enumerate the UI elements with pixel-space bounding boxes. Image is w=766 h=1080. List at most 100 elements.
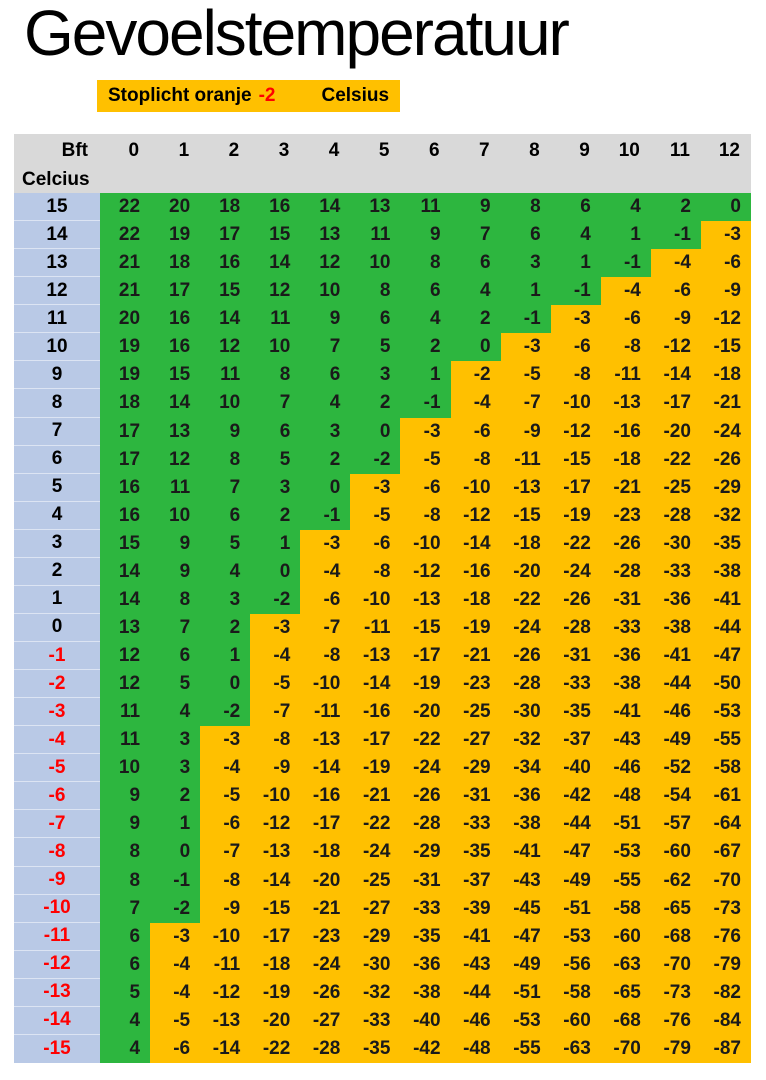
windchill-value-cell: -34 <box>500 754 551 783</box>
table-header: Bft 0 1 2 3 4 5 6 7 8 9 10 11 12 Celcius <box>14 134 751 193</box>
corner-bft-label: Bft <box>61 139 88 161</box>
windchill-value-cell: -63 <box>550 1034 601 1063</box>
windchill-value-cell: 11 <box>400 193 451 222</box>
windchill-value-cell: -13 <box>400 585 451 614</box>
table-row: 9 19 15 11 8 6 3 1 -2 -5 -8 -11 -14 -18 <box>14 361 751 390</box>
windchill-value-cell: 17 <box>150 277 201 306</box>
windchill-value-cell: -17 <box>300 810 351 839</box>
table-row: 4 16 10 6 2 -1 -5 -8 -12 -15 -19 -23 -28 -32 <box>14 501 751 530</box>
windchill-value-cell: -17 <box>650 389 701 418</box>
windchill-value-cell: -8 <box>350 557 401 586</box>
windchill-value-cell: -11 <box>500 445 551 474</box>
windchill-value-cell: 18 <box>100 389 151 418</box>
bft-column-header: 7 <box>479 139 490 161</box>
windchill-value-cell: -23 <box>600 501 651 530</box>
windchill-value-cell: -18 <box>500 529 551 558</box>
windchill-value-cell: -26 <box>600 529 651 558</box>
windchill-value-cell: 7 <box>150 613 201 642</box>
windchill-value-cell: -24 <box>700 417 751 446</box>
windchill-value-cell: -28 <box>500 670 551 699</box>
windchill-value-cell: -47 <box>700 642 751 671</box>
windchill-value-cell: -51 <box>550 894 601 923</box>
windchill-value-cell: 3 <box>500 249 551 278</box>
windchill-value-cell: -37 <box>550 726 601 755</box>
windchill-value-cell: 7 <box>200 473 251 502</box>
windchill-value-cell: 13 <box>100 613 151 642</box>
bft-column-header: 2 <box>228 139 240 161</box>
table-row: -11 6 -3 -10 -17 -23 -29 -35 -41 -47 -53 -60 -68 -76 <box>14 922 751 951</box>
windchill-value-cell: 4 <box>100 1034 151 1063</box>
windchill-value-cell: -27 <box>450 726 501 755</box>
bft-column-header: 9 <box>579 139 590 161</box>
table-row: 13 21 18 16 14 12 10 8 6 3 1 -1 -4 -6 <box>14 249 751 278</box>
windchill-value-cell: -27 <box>350 894 401 923</box>
windchill-value-cell: -25 <box>650 473 701 502</box>
windchill-value-cell: 2 <box>150 782 201 811</box>
windchill-value-cell: -87 <box>700 1034 751 1063</box>
windchill-value-cell: 14 <box>250 249 301 278</box>
windchill-value-cell: -5 <box>200 782 251 811</box>
windchill-value-cell: -44 <box>700 613 751 642</box>
windchill-value-cell: 16 <box>250 193 301 222</box>
celsius-row-label: 14 <box>14 221 100 250</box>
celsius-row-label: -2 <box>14 670 100 699</box>
windchill-value-cell: 1 <box>250 529 301 558</box>
celsius-row-label: 10 <box>14 333 100 362</box>
windchill-value-cell: -5 <box>500 361 551 390</box>
windchill-value-cell: -79 <box>700 950 751 979</box>
celsius-row-label: -12 <box>14 950 100 979</box>
windchill-value-cell: -33 <box>550 670 601 699</box>
bft-column-header: 4 <box>328 139 340 161</box>
table-row: -8 8 0 -7 -13 -18 -24 -29 -35 -41 -47 -53 -60 -67 <box>14 838 751 867</box>
windchill-value-cell: 10 <box>300 277 351 306</box>
windchill-value-cell: 3 <box>250 473 301 502</box>
table-row: 12 21 17 15 12 10 8 6 4 1 -1 -4 -6 -9 <box>14 277 751 306</box>
windchill-value-cell: -30 <box>500 698 551 727</box>
windchill-value-cell: 5 <box>350 333 401 362</box>
windchill-value-cell: 3 <box>350 361 401 390</box>
windchill-value-cell: -44 <box>550 810 601 839</box>
windchill-value-cell: -5 <box>250 670 301 699</box>
windchill-value-cell: -73 <box>700 894 751 923</box>
windchill-value-cell: 0 <box>300 473 351 502</box>
windchill-value-cell: -31 <box>550 642 601 671</box>
windchill-value-cell: -14 <box>450 529 501 558</box>
windchill-value-cell: -2 <box>250 585 301 614</box>
windchill-value-cell: -2 <box>350 445 401 474</box>
windchill-value-cell: -41 <box>500 838 551 867</box>
windchill-value-cell: -20 <box>250 1006 301 1035</box>
windchill-value-cell: -70 <box>600 1034 651 1063</box>
windchill-value-cell: -68 <box>650 922 701 951</box>
windchill-value-cell: 2 <box>350 389 401 418</box>
windchill-value-cell: -45 <box>500 894 551 923</box>
windchill-value-cell: -21 <box>600 473 651 502</box>
windchill-value-cell: 6 <box>300 361 351 390</box>
windchill-value-cell: -70 <box>700 866 751 895</box>
windchill-value-cell: -9 <box>250 754 301 783</box>
windchill-value-cell: 19 <box>100 333 151 362</box>
windchill-value-cell: -3 <box>300 529 351 558</box>
windchill-value-cell: -12 <box>400 557 451 586</box>
windchill-value-cell: -26 <box>700 445 751 474</box>
windchill-value-cell: -40 <box>400 1006 451 1035</box>
windchill-value-cell: 3 <box>200 585 251 614</box>
windchill-value-cell: -33 <box>450 810 501 839</box>
celsius-row-label: 11 <box>14 305 100 334</box>
windchill-value-cell: -53 <box>700 698 751 727</box>
windchill-value-cell: 20 <box>100 305 151 334</box>
bft-column-header: 10 <box>618 139 640 161</box>
windchill-value-cell: -25 <box>450 698 501 727</box>
windchill-value-cell: -5 <box>150 1006 201 1035</box>
windchill-value-cell: -38 <box>650 613 701 642</box>
windchill-value-cell: 7 <box>300 333 351 362</box>
celsius-row-label: 2 <box>14 557 100 586</box>
windchill-value-cell: -35 <box>450 838 501 867</box>
windchill-value-cell: -38 <box>700 557 751 586</box>
windchill-value-cell: 9 <box>300 305 351 334</box>
windchill-value-cell: -12 <box>450 501 501 530</box>
windchill-value-cell: -19 <box>450 613 501 642</box>
windchill-value-cell: 2 <box>450 305 501 334</box>
windchill-value-cell: -28 <box>400 810 451 839</box>
windchill-value-cell: -5 <box>350 501 401 530</box>
windchill-value-cell: -53 <box>550 922 601 951</box>
